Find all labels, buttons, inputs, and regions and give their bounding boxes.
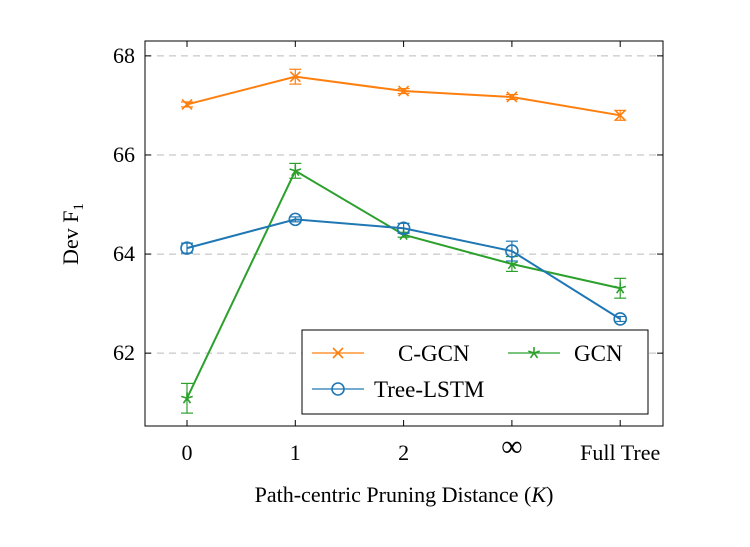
star-stroke (186, 397, 192, 404)
circle-mark (288, 212, 303, 227)
circle-mark (505, 244, 519, 258)
star-stroke (529, 352, 535, 359)
x-stroke (289, 71, 301, 83)
x-tick-label: 2 (398, 440, 409, 465)
circle-marker (396, 221, 411, 236)
x-stroke (398, 85, 410, 97)
star-stroke (294, 170, 300, 177)
star-stroke (402, 234, 408, 241)
y-tick-label: 68 (113, 43, 135, 68)
star-stroke (533, 352, 539, 359)
star-stroke (505, 261, 513, 265)
circle-marker (331, 382, 345, 396)
circle-mark (331, 382, 345, 396)
legend-label: C-GCN (398, 341, 470, 366)
legend-box (301, 329, 649, 415)
x-tick-label: 0 (182, 440, 193, 465)
x-marker (614, 109, 626, 121)
series-tree-lstm (180, 212, 628, 326)
x-tick-label: Full Tree (580, 440, 660, 465)
star-marker (528, 347, 540, 359)
star-stroke (614, 285, 621, 290)
x-marker (506, 91, 518, 103)
star-marker (289, 164, 302, 177)
legend: C-GCN GCN Tree-LSTM (301, 329, 649, 415)
star-stroke (181, 395, 188, 400)
x-marker (289, 71, 301, 83)
error-bar (289, 216, 302, 223)
circle-marker (180, 241, 194, 255)
x-axis-label: Path-centric Pruning Distance (K) (255, 482, 554, 507)
x-stroke (506, 91, 518, 103)
circle-mark (180, 241, 194, 255)
star-stroke (511, 261, 518, 265)
circle-marker (613, 312, 628, 326)
x-stroke (332, 347, 344, 359)
star-stroke (291, 170, 296, 177)
circle-marker (505, 244, 519, 258)
star-stroke (528, 350, 535, 354)
star-stroke (619, 285, 627, 290)
x-stroke (181, 98, 193, 110)
star-stroke (619, 287, 625, 294)
star-stroke (289, 168, 296, 172)
star-stroke (511, 263, 517, 270)
error-bar (614, 315, 627, 323)
x-stroke (614, 109, 626, 121)
series-c-gcn (181, 68, 627, 121)
star-stroke (186, 395, 193, 400)
star-stroke (182, 397, 188, 404)
y-tick-label: 66 (113, 142, 135, 167)
star-stroke (533, 350, 540, 354)
y-tick-label: 64 (113, 241, 135, 266)
legend-label: Tree-LSTM (374, 377, 484, 402)
circle-mark (396, 221, 411, 236)
star-stroke (507, 263, 513, 270)
x-tick-label: 1 (290, 440, 301, 465)
star-marker (181, 392, 193, 404)
star-marker (614, 282, 627, 294)
star-stroke (295, 168, 302, 172)
x-marker (332, 347, 344, 359)
star-stroke (616, 287, 621, 294)
star-stroke (399, 234, 405, 241)
x-tick-label: ∞ (501, 430, 522, 463)
series-line (186, 75, 621, 117)
legend-item: C-GCN (312, 341, 470, 366)
y-axis-label: Dev F1 (58, 203, 87, 265)
legend-label: GCN (574, 341, 623, 366)
y-tick-label: 62 (113, 340, 135, 365)
legend-item: Tree-LSTM (312, 377, 484, 402)
x-marker (398, 85, 410, 97)
circle-mark (613, 312, 628, 326)
x-marker (181, 98, 193, 110)
legend-item: GCN (508, 341, 623, 366)
circle-marker (288, 212, 303, 227)
